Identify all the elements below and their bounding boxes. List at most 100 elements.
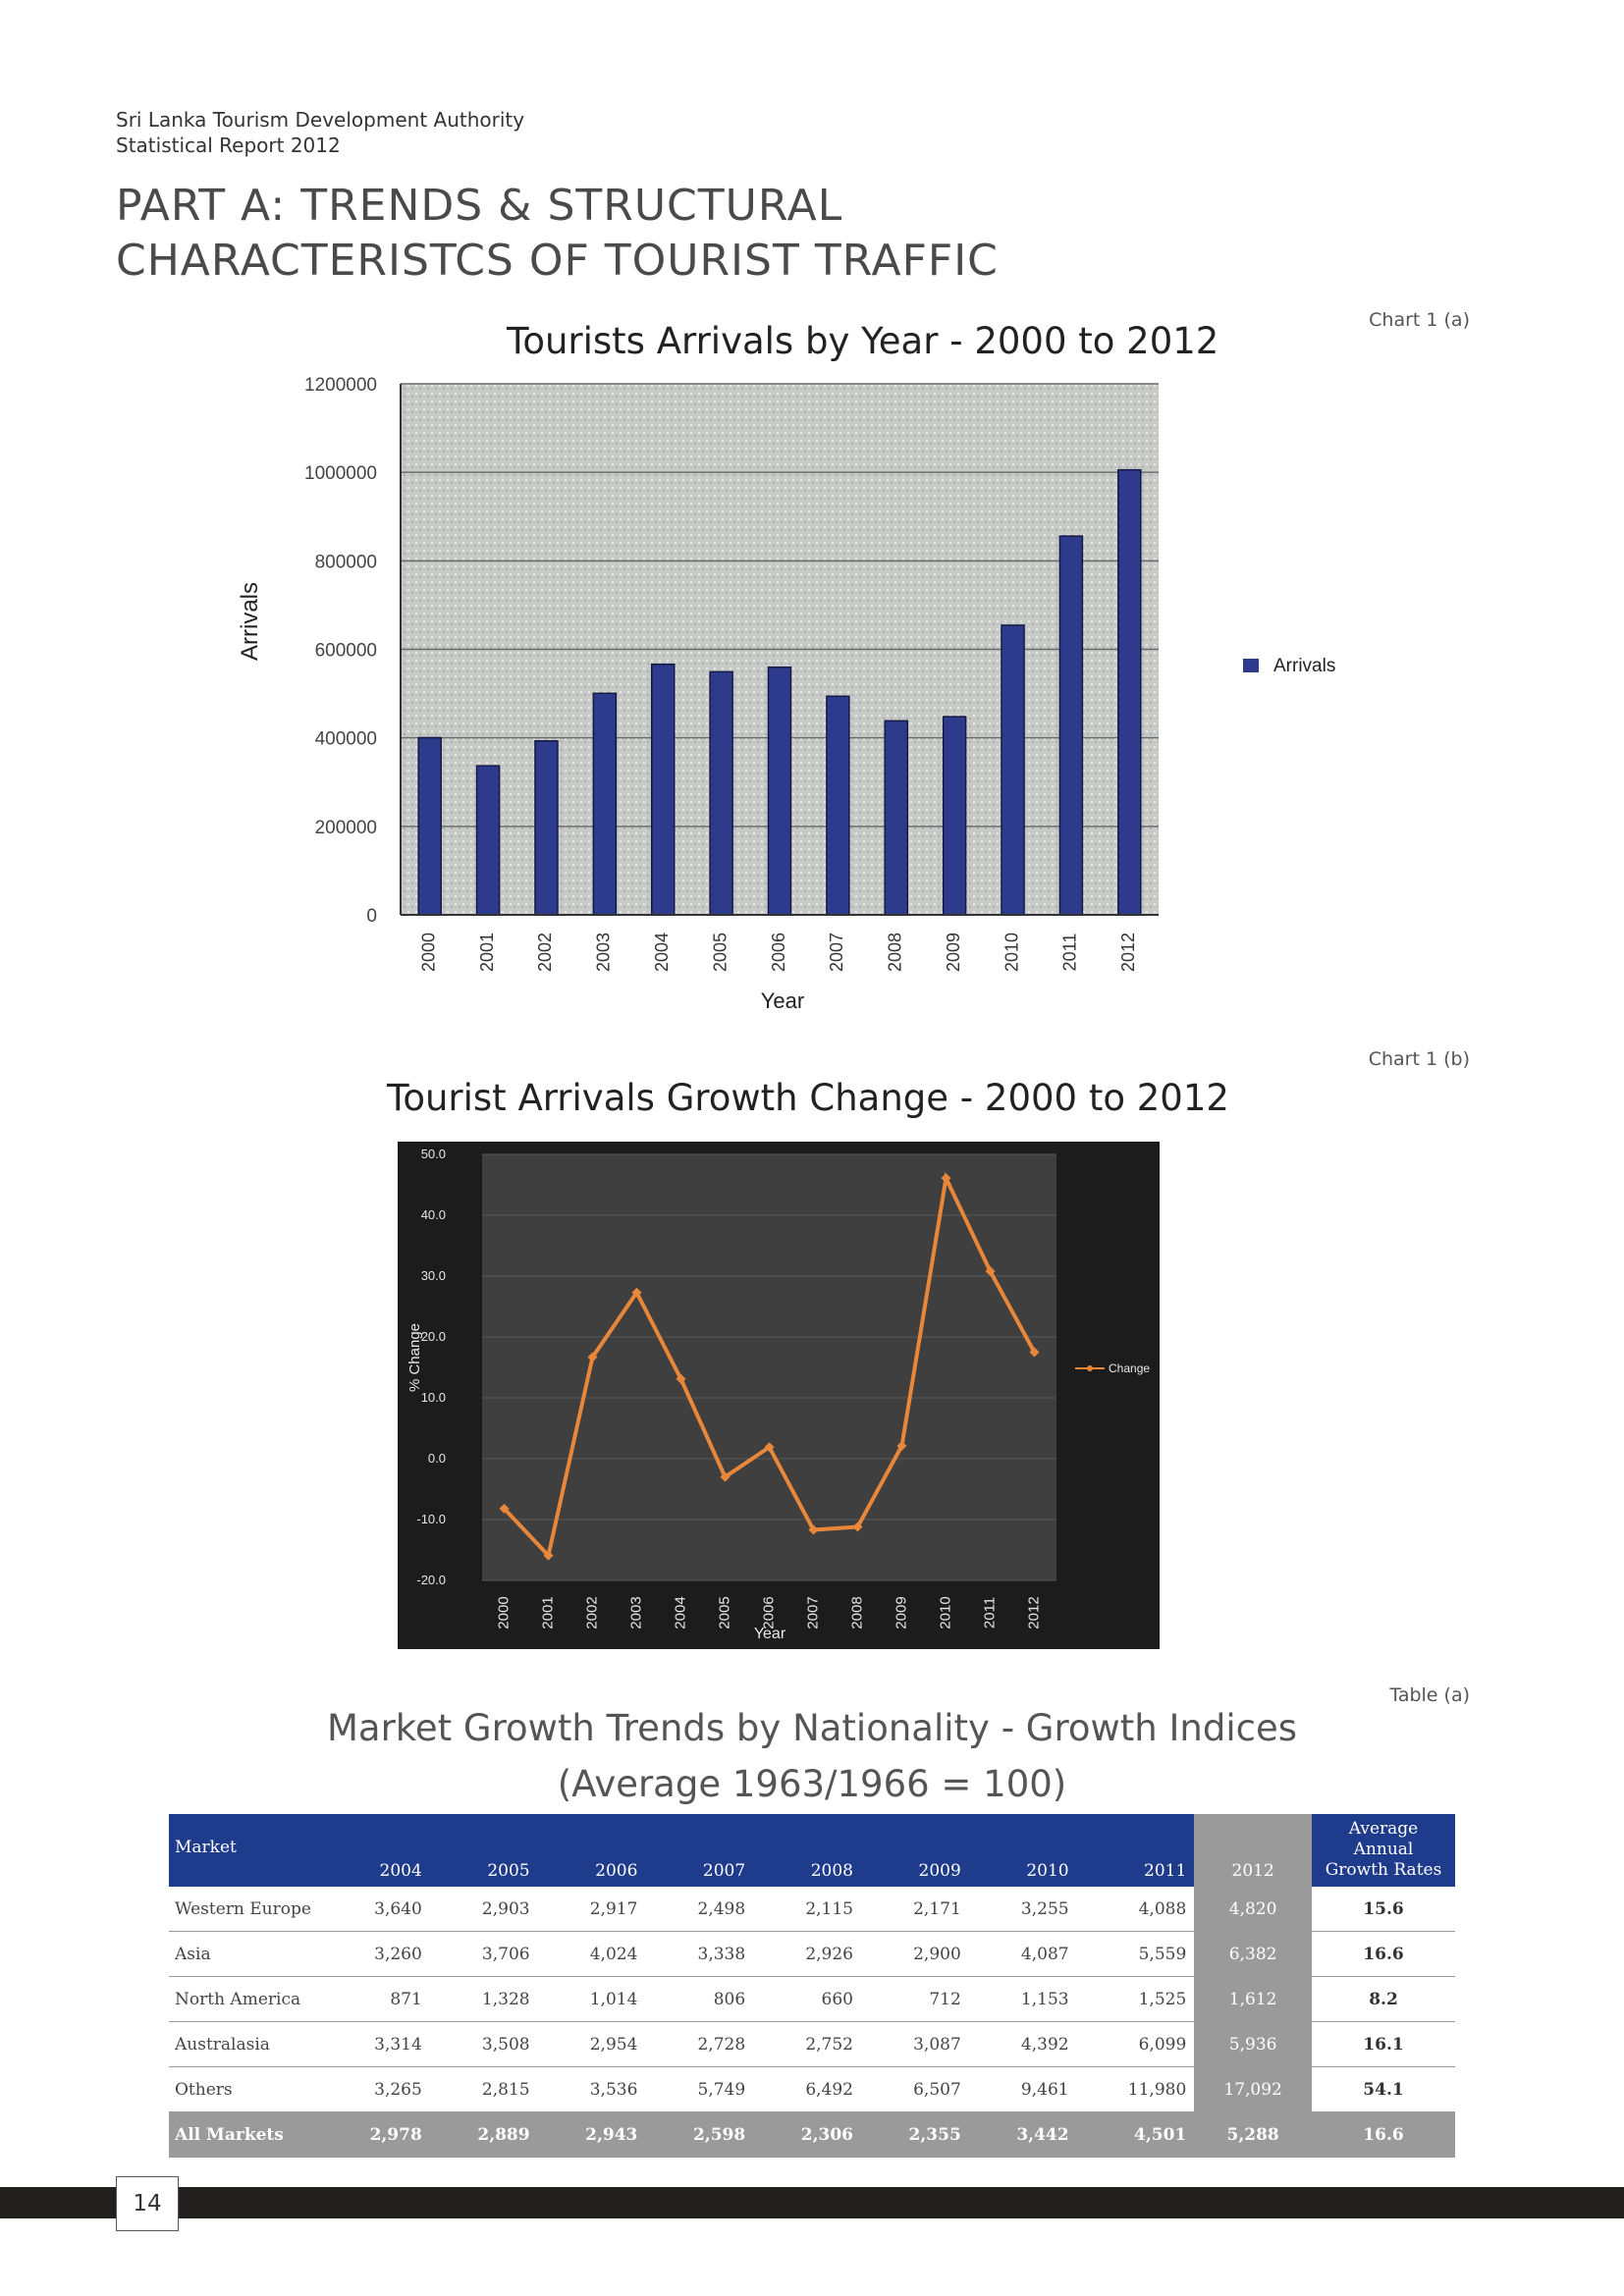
index-value: 1,525 — [1076, 1976, 1195, 2022]
chart-b-caption: Chart 1 (b) — [1368, 1048, 1470, 1070]
header-year: 2007 — [645, 1814, 754, 1887]
index-value: 3,260 — [322, 1931, 430, 1977]
index-value: 1,612 — [1194, 1976, 1312, 2022]
chart-b-xtick-label: 2007 — [804, 1596, 821, 1629]
chart-a-legend-swatch — [1243, 659, 1259, 672]
table-caption: Table (a) — [1389, 1684, 1470, 1706]
index-value: 2,752 — [753, 2021, 861, 2067]
chart-b-ytick-label: 30.0 — [421, 1268, 446, 1283]
chart-a-bar — [592, 692, 618, 916]
chart-b-point — [720, 1471, 731, 1482]
index-value: 660 — [753, 1976, 861, 2022]
chart-b-ytick-label: -20.0 — [416, 1573, 446, 1587]
index-value: 11,980 — [1076, 2066, 1195, 2112]
chart-a-xtick-label: 2012 — [1118, 933, 1138, 972]
index-value: 871 — [322, 1976, 430, 2022]
chart-b-xtick-label: 2000 — [495, 1596, 512, 1629]
index-value: 2,355 — [860, 2111, 969, 2158]
table-row: Western Europe 3,640 2,903 2,917 2,498 2,115 2… — [169, 1887, 1455, 1932]
chart-b-point — [1029, 1347, 1040, 1358]
chart-b-xtick-label: 2004 — [672, 1596, 688, 1629]
chart-a-xtick-label: 2004 — [652, 933, 672, 972]
chart-a-bar — [826, 695, 850, 916]
chart-b-ytick-label: -10.0 — [416, 1512, 446, 1526]
table-header-row: Market 2004 2005 2006 2007 2008 2009 201… — [169, 1814, 1455, 1887]
header-year: 2004 — [322, 1814, 430, 1887]
chart-a-bar — [417, 736, 442, 916]
index-value: 2,917 — [537, 1887, 646, 1932]
header-year: 2005 — [429, 1814, 538, 1887]
index-value: 2,815 — [429, 2066, 538, 2112]
footer-bar — [0, 2187, 1624, 2218]
chart-b-legend-label: Change — [1109, 1362, 1150, 1375]
chart-a-bar — [1117, 468, 1142, 916]
avg-growth-value: 54.1 — [1312, 2066, 1455, 2112]
chart-a-bar — [767, 666, 792, 916]
table-row: North America 871 1,328 1,014 806 660 712 1,153… — [169, 1976, 1455, 2022]
chart-a-xtick-label: 2002 — [535, 933, 555, 972]
index-value: 3,508 — [429, 2021, 538, 2067]
index-value: 2,954 — [537, 2021, 646, 2067]
chart-a-bar — [650, 663, 676, 916]
index-value: 1,328 — [429, 1976, 538, 2022]
growth-line-chart: -20.0 -10.0 0.0 10.0 20.0 30.0 40.0 50.0 2000 20… — [398, 1142, 1160, 1649]
index-value: 5,936 — [1194, 2021, 1312, 2067]
chart-b-point — [543, 1550, 554, 1561]
header-avg-growth: Average Annual Growth Rates — [1312, 1814, 1455, 1887]
chart-b-point — [676, 1373, 686, 1384]
index-value: 6,507 — [860, 2066, 969, 2112]
index-value: 2,498 — [645, 1887, 754, 1932]
chart-a-xtick-label: 2001 — [477, 933, 497, 972]
avg-growth-value: 16.6 — [1312, 1931, 1455, 1977]
table-row: Australasia 3,314 3,508 2,954 2,728 2,752 3,08… — [169, 2021, 1455, 2067]
chart-a-bar — [1001, 624, 1025, 916]
chart-b-xtick-label: 2011 — [981, 1597, 998, 1629]
index-value: 2,900 — [860, 1931, 969, 1977]
table-total-row: All Markets 2,978 2,889 2,943 2,598 2,306 2,35… — [169, 2111, 1455, 2158]
market-name: Australasia — [169, 2021, 322, 2067]
chart-a-ytick-label: 400000 — [315, 729, 377, 750]
table-title-line2: (Average 1963/1966 = 100) — [557, 1763, 1067, 1805]
chart-b-ytick-label: 10.0 — [421, 1390, 446, 1405]
index-value: 2,728 — [645, 2021, 754, 2067]
chart-b-point — [941, 1173, 951, 1184]
index-value: 6,099 — [1076, 2021, 1195, 2067]
market-name: Others — [169, 2066, 322, 2112]
avg-growth-value: 15.6 — [1312, 1887, 1455, 1932]
index-value: 3,338 — [645, 1931, 754, 1977]
index-value: 2,598 — [645, 2111, 754, 2158]
index-value: 3,087 — [860, 2021, 969, 2067]
chart-b-xtick-label: 2009 — [893, 1596, 909, 1629]
header-year: 2011 — [1076, 1814, 1195, 1887]
avg-growth-value: 16.1 — [1312, 2021, 1455, 2067]
market-name: Asia — [169, 1931, 322, 1977]
organization-name: Sri Lanka Tourism Development Authority — [116, 108, 525, 132]
chart-b-xtick-label: 2010 — [937, 1596, 953, 1629]
chart-a-xtick-label: 2007 — [827, 933, 846, 972]
chart-b-ytick-label: 40.0 — [421, 1207, 446, 1222]
chart-b-xtick-label: 2001 — [539, 1596, 556, 1629]
market-name: North America — [169, 1976, 322, 2022]
chart-a-ytick-label: 600000 — [315, 641, 377, 662]
arrivals-bar-chart: 020000040000060000080000010000001200000 … — [237, 375, 1335, 1013]
chart-a-ylabel: Arrivals — [237, 582, 263, 661]
chart-a-ytick-label: 800000 — [315, 552, 377, 572]
chart-b-ylabel: % Change — [406, 1323, 423, 1392]
chart-b-ytick-label: 20.0 — [421, 1329, 446, 1344]
chart-a-xtick-label: 2005 — [710, 933, 730, 972]
index-value: 6,492 — [753, 2066, 861, 2112]
index-value: 17,092 — [1194, 2066, 1312, 2112]
index-value: 5,559 — [1076, 1931, 1195, 1977]
chart-b-xtick-label: 2008 — [848, 1596, 865, 1629]
index-value: 2,889 — [429, 2111, 538, 2158]
chart-a-xtick-label: 2011 — [1060, 934, 1080, 972]
chart-b-xlabel: Year — [754, 1626, 786, 1642]
chart-a-bar — [884, 720, 909, 916]
chart-b-xtick-label: 2002 — [583, 1596, 600, 1629]
index-value: 4,087 — [968, 1931, 1077, 1977]
table-title-line1: Market Growth Trends by Nationality - Gr… — [326, 1707, 1297, 1749]
index-value: 2,171 — [860, 1887, 969, 1932]
header-market: Market — [169, 1814, 322, 1887]
chart-b-xtick-label: 2012 — [1025, 1596, 1042, 1629]
chart-b-point — [985, 1266, 996, 1277]
